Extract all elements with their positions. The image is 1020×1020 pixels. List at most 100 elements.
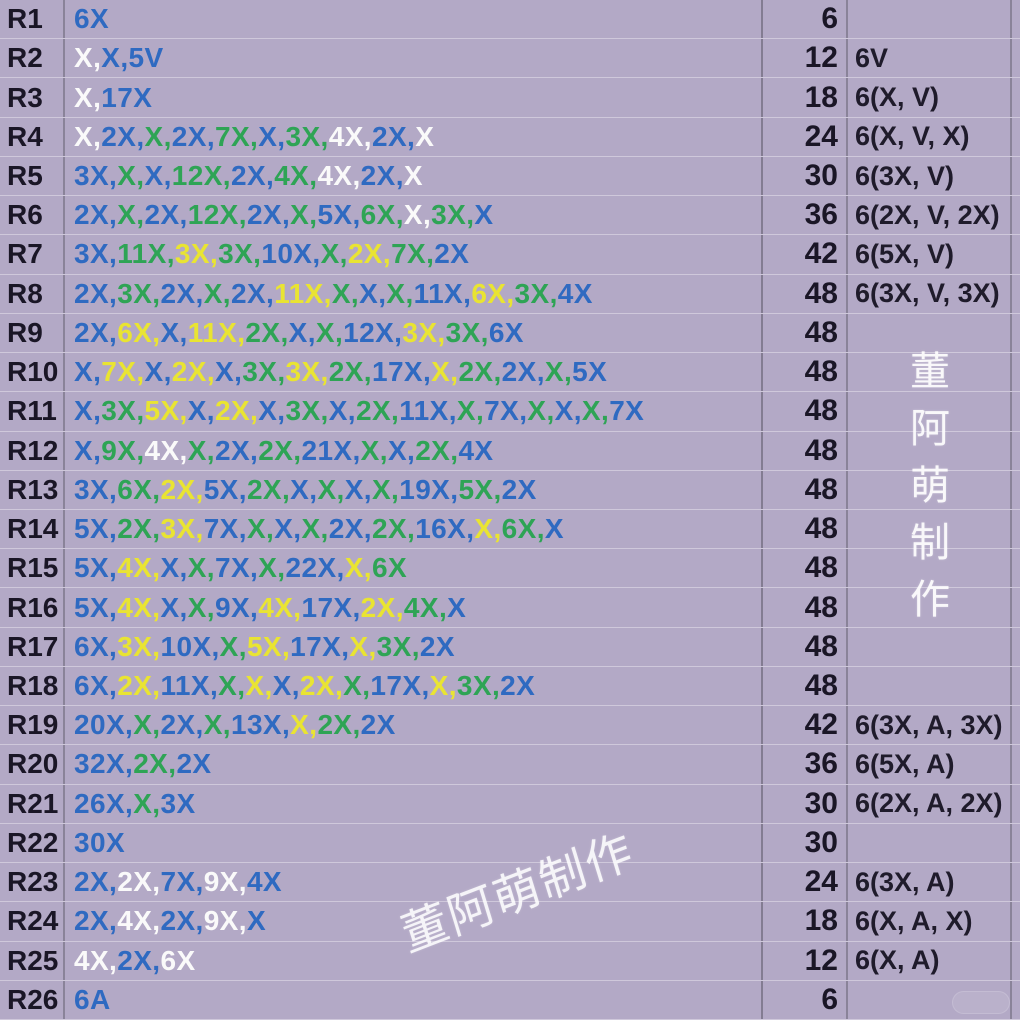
stitch-token: 2X, bbox=[317, 709, 361, 741]
row-filler bbox=[1012, 118, 1020, 156]
stitch-token: 2X, bbox=[74, 277, 118, 309]
stitch-token: 3X, bbox=[285, 356, 329, 388]
stitch-count-cell: 30 bbox=[763, 784, 848, 823]
stitch-token: X, bbox=[187, 552, 215, 584]
table-row: R23 2X, 2X, 7X, 9X, 4X 24 6(3X, A) bbox=[0, 863, 1020, 903]
row-filler bbox=[1012, 392, 1020, 430]
stitch-token: X, bbox=[74, 81, 102, 113]
row-label: R13 bbox=[0, 470, 65, 509]
note-cell bbox=[848, 392, 1012, 431]
table-row: R3 X, 17X 18 6(X, V) bbox=[0, 78, 1020, 118]
stitch-token: 2X, bbox=[347, 238, 392, 270]
stitch-token: X, bbox=[160, 552, 188, 584]
stitch-token: 4X, bbox=[117, 591, 161, 623]
stitch-token: 2X, bbox=[171, 120, 215, 152]
stitch-token: 2X, bbox=[230, 160, 275, 192]
stitch-token: X, bbox=[258, 552, 286, 584]
stitch-token: 11X, bbox=[274, 277, 332, 309]
row-filler bbox=[1012, 902, 1020, 940]
table-row: R21 26X, X, 3X 30 6(2X, A, 2X) bbox=[0, 784, 1020, 824]
table-row: R12 X, 9X, 4X, X, 2X, 2X, 21X, X, X, 2X, … bbox=[0, 431, 1020, 471]
stitch-token: X, bbox=[272, 670, 300, 702]
note-cell: 6(2X, V, 2X) bbox=[848, 196, 1012, 235]
note-cell bbox=[848, 588, 1012, 627]
stitch-token: 5X, bbox=[203, 473, 247, 505]
table-row: R13 3X, 6X, 2X, 5X, 2X, X, X, X, X, 19X, … bbox=[0, 470, 1020, 510]
row-label: R20 bbox=[0, 745, 65, 784]
stitch-token: 5X, bbox=[144, 395, 188, 427]
row-label: R26 bbox=[0, 980, 65, 1019]
stitch-token: 6X, bbox=[501, 513, 545, 545]
stitch-token: 6X, bbox=[471, 277, 515, 309]
stitch-token: X, bbox=[387, 434, 416, 466]
row-label: R9 bbox=[0, 313, 65, 353]
stitch-count-cell: 12 bbox=[763, 941, 848, 980]
stitch-token: 4X, bbox=[144, 434, 188, 466]
stitch-token: 2X, bbox=[360, 591, 404, 623]
table-row: R9 2X, 6X, X, 11X, 2X, X, X, 12X, 3X, 3X,… bbox=[0, 313, 1020, 354]
stitch-token: X, bbox=[133, 709, 161, 741]
stitch-token: 11X, bbox=[413, 277, 472, 309]
instruction-cell: 5X, 2X, 3X, 7X, X, X, X, 2X, 2X, 16X, X,… bbox=[65, 510, 763, 549]
stitch-token: X, bbox=[544, 356, 573, 388]
stitch-token: X, bbox=[203, 277, 231, 309]
table-row: R20 32X, 2X, 2X 36 6(5X, A) bbox=[0, 745, 1020, 785]
stitch-token: X, bbox=[74, 395, 102, 427]
stitch-token: X, bbox=[554, 395, 582, 427]
stitch-token: 6X bbox=[488, 316, 524, 348]
stitch-token: X, bbox=[328, 395, 356, 427]
stitch-token: 2X bbox=[360, 709, 396, 741]
stitch-token: X, bbox=[219, 630, 247, 662]
stitch-token: 7X, bbox=[215, 120, 259, 152]
stitch-token: 3X, bbox=[431, 199, 475, 231]
note-cell bbox=[848, 431, 1012, 470]
row-label: R15 bbox=[0, 549, 65, 588]
stitch-count-cell: 24 bbox=[763, 117, 848, 156]
stitch-token: X, bbox=[160, 316, 188, 348]
stitch-token: X, bbox=[315, 316, 344, 348]
stitch-token: 3X, bbox=[74, 160, 118, 192]
stitch-token: 17X, bbox=[290, 630, 350, 662]
row-filler bbox=[1012, 471, 1020, 509]
stitch-token: 2X, bbox=[171, 356, 215, 388]
table-row: R24 2X, 4X, 2X, 9X, X 18 6(X, A, X) bbox=[0, 902, 1020, 942]
stitch-token: 2X bbox=[419, 630, 455, 662]
instruction-cell: 6X, 2X, 11X, X, X, X, 2X, X, 17X, X, 3X,… bbox=[65, 666, 763, 706]
stitch-count-cell: 48 bbox=[763, 313, 848, 353]
stitch-token: X, bbox=[344, 552, 372, 584]
stitch-token: X, bbox=[349, 630, 377, 662]
stitch-token: 3X, bbox=[376, 630, 420, 662]
stitch-token: 2X, bbox=[299, 670, 344, 702]
stitch-token: 3X, bbox=[117, 277, 161, 309]
table-row: R6 2X, X, 2X, 12X, 2X, X, 5X, 6X, X, 3X, … bbox=[0, 196, 1020, 236]
stitch-token: 9X, bbox=[203, 905, 247, 937]
stitch-token: 3X, bbox=[74, 473, 118, 505]
stitch-token: 5X, bbox=[74, 552, 118, 584]
row-filler bbox=[1012, 432, 1020, 470]
stitch-token: 17X, bbox=[370, 670, 430, 702]
stitch-token: 2X, bbox=[258, 434, 302, 466]
table-row: R15 5X, 4X, X, X, 7X, X, 22X, X, 6X 48 bbox=[0, 549, 1020, 589]
stitch-token: 2X, bbox=[215, 434, 259, 466]
stitch-token: X, bbox=[290, 709, 318, 741]
stitch-token: 7X, bbox=[215, 552, 259, 584]
note-cell bbox=[848, 823, 1012, 863]
row-filler bbox=[1012, 745, 1020, 783]
stitch-token: X, bbox=[133, 787, 161, 819]
stitch-count-cell: 48 bbox=[763, 666, 848, 706]
stitch-count-cell: 36 bbox=[763, 745, 848, 784]
stitch-token: 5X bbox=[572, 356, 608, 388]
stitch-token: 2X, bbox=[74, 866, 118, 898]
row-label: R18 bbox=[0, 666, 65, 706]
stitch-token: 20X, bbox=[74, 709, 134, 741]
stitch-token: X, bbox=[371, 473, 400, 505]
stitch-token: X bbox=[544, 513, 564, 545]
stitch-token: 7X, bbox=[203, 513, 247, 545]
stitch-token: 2X, bbox=[160, 473, 204, 505]
stitch-token: 22X, bbox=[285, 552, 345, 584]
instruction-cell: X, 7X, X, 2X, X, 3X, 3X, 2X, 17X, X, 2X,… bbox=[65, 353, 763, 392]
stitch-token: 2X, bbox=[356, 395, 400, 427]
note-cell bbox=[848, 353, 1012, 392]
row-label: R11 bbox=[0, 392, 65, 431]
note-cell: 6(X, V, X) bbox=[848, 117, 1012, 156]
